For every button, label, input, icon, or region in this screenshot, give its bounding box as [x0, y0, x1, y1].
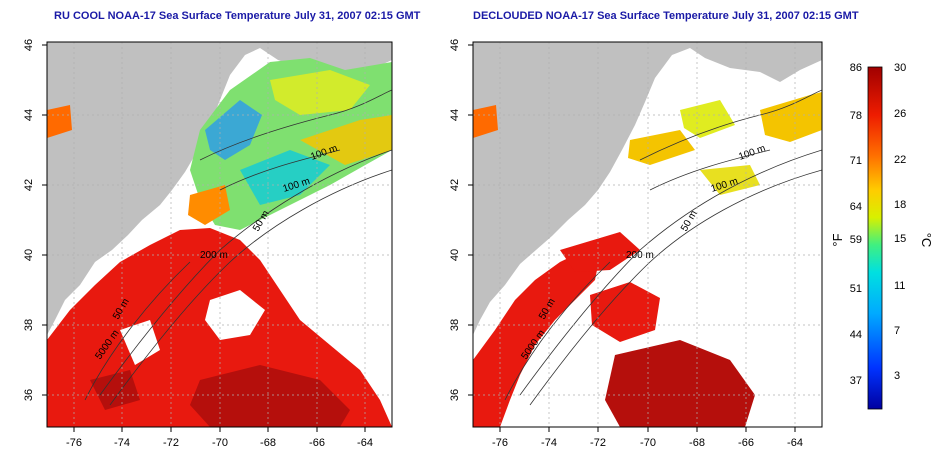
colorbar-f-tick: 86 — [850, 62, 862, 74]
colorbar-c-tick: 3 — [894, 370, 900, 382]
colorbar-c-tick: 30 — [894, 62, 906, 74]
colorbar-c-tick: 11 — [894, 280, 905, 292]
lat-tick-label: 36 — [449, 389, 461, 401]
lon-tick-label: -66 — [309, 437, 325, 449]
lon-tick-label: -72 — [163, 437, 179, 449]
bathymetry-contours — [504, 89, 822, 406]
colorbar-c-tick: 22 — [894, 154, 906, 166]
lat-tick-label: 38 — [23, 319, 35, 331]
lon-tick-label: -70 — [212, 437, 228, 449]
lat-tick-label: 46 — [449, 39, 461, 51]
colorbar-c-tick: 18 — [894, 199, 906, 211]
lon-tick-label: -70 — [640, 437, 656, 449]
lon-tick-label: -68 — [689, 437, 705, 449]
lon-tick-label: -64 — [357, 437, 373, 449]
colorbar-c-tick: 26 — [894, 108, 906, 120]
lon-tick-label: -66 — [738, 437, 754, 449]
bathymetry-contours — [84, 89, 392, 406]
colorbar-c-tick: 7 — [894, 325, 900, 337]
right-map-title: DECLOUDED NOAA-17 Sea Surface Temperatur… — [473, 10, 859, 22]
colorbar-f-tick: 71 — [850, 155, 862, 167]
lon-tick-label: -74 — [114, 437, 130, 449]
colorbar-f-tick: 51 — [850, 283, 862, 295]
colorbar-f-tick: 44 — [850, 329, 862, 341]
lat-tick-label: 46 — [23, 39, 35, 51]
colorbar-f-tick: 59 — [850, 234, 862, 246]
lat-tick-label: 36 — [23, 389, 35, 401]
lon-tick-label: -72 — [590, 437, 606, 449]
lon-tick-label: -76 — [66, 437, 82, 449]
lat-tick-label: 44 — [449, 109, 461, 121]
colorbar-f-tick: 64 — [850, 201, 862, 213]
lat-tick-label: 38 — [449, 319, 461, 331]
colorbar-fahrenheit-label: °F — [830, 233, 845, 246]
lat-tick-label: 42 — [23, 179, 35, 191]
colorbar-celsius-label: °C — [919, 233, 934, 248]
lat-tick-label: 42 — [449, 179, 461, 191]
lon-tick-label: -76 — [492, 437, 508, 449]
lat-tick-label: 40 — [449, 249, 461, 261]
map-gridlines — [473, 42, 822, 427]
lon-tick-label: -64 — [787, 437, 803, 449]
colorbar-f-tick: 37 — [850, 375, 862, 387]
colorbar-c-tick: 15 — [894, 233, 906, 245]
map-gridlines — [47, 42, 392, 427]
contour-label: 200 m — [200, 250, 228, 261]
colorbar-f-tick: 78 — [850, 110, 862, 122]
lon-tick-label: -74 — [541, 437, 557, 449]
sst-warm-region — [473, 250, 600, 427]
lon-tick-label: -68 — [260, 437, 276, 449]
left-map-field: 100 m 100 m 50 m 200 m 50 m 5000 m — [47, 42, 392, 427]
lat-tick-label: 44 — [23, 109, 35, 121]
left-map-title: RU COOL NOAA-17 Sea Surface Temperature … — [54, 10, 421, 22]
land-mass — [473, 42, 822, 335]
lat-tick-label: 40 — [23, 249, 35, 261]
temperature-colorbar — [867, 66, 883, 410]
right-map-field: 100 m 100 m 50 m 200 m 50 m 5000 m — [473, 42, 822, 427]
contour-label: 200 m — [626, 250, 654, 261]
